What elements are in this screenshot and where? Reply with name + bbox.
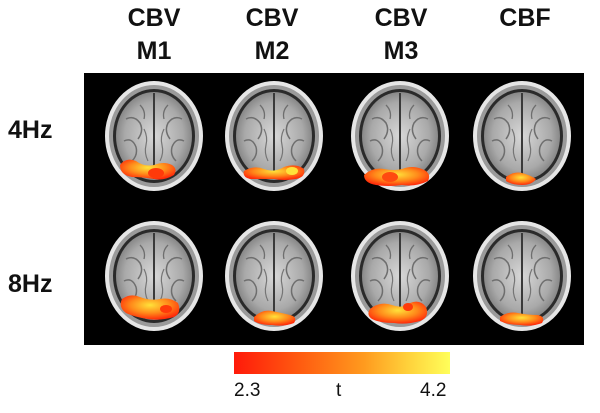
brain-slice-4hz-cbv-m2 <box>225 81 323 191</box>
row-label-4hz: 4Hz <box>8 116 53 144</box>
brain-slice-8hz-cbv-m1 <box>105 221 203 331</box>
column-header-line1: CBV <box>374 4 428 32</box>
column-header-cbv-m3: CBV M3 <box>346 2 456 68</box>
column-header-cbv-m1: CBV M1 <box>99 2 209 68</box>
column-header-line1: CBF <box>499 4 551 32</box>
colorbar-max-label: 4.2 <box>420 380 447 401</box>
brain-slice-8hz-cbv-m2 <box>225 221 323 331</box>
column-header-line2: M1 <box>136 37 172 65</box>
brain-image-panel <box>84 73 584 345</box>
column-header-line1: CBV <box>245 4 299 32</box>
brain-slice-4hz-cbf <box>473 81 571 191</box>
column-header-line1: CBV <box>127 4 181 32</box>
brain-slice-8hz-cbf <box>473 221 571 331</box>
colorbar-min-label: 2.3 <box>234 380 261 401</box>
brain-slice-8hz-cbv-m3 <box>351 221 449 331</box>
colorbar <box>234 352 450 374</box>
column-header-line2: M3 <box>383 37 419 65</box>
brain-slice-4hz-cbv-m1 <box>105 81 203 191</box>
column-header-cbf: CBF <box>470 2 580 35</box>
row-label-8hz: 8Hz <box>8 270 53 298</box>
column-header-cbv-m2: CBV M2 <box>217 2 327 68</box>
colorbar-variable-label: t <box>336 380 342 401</box>
brain-slice-4hz-cbv-m3 <box>351 81 449 191</box>
column-header-line2: M2 <box>254 37 290 65</box>
